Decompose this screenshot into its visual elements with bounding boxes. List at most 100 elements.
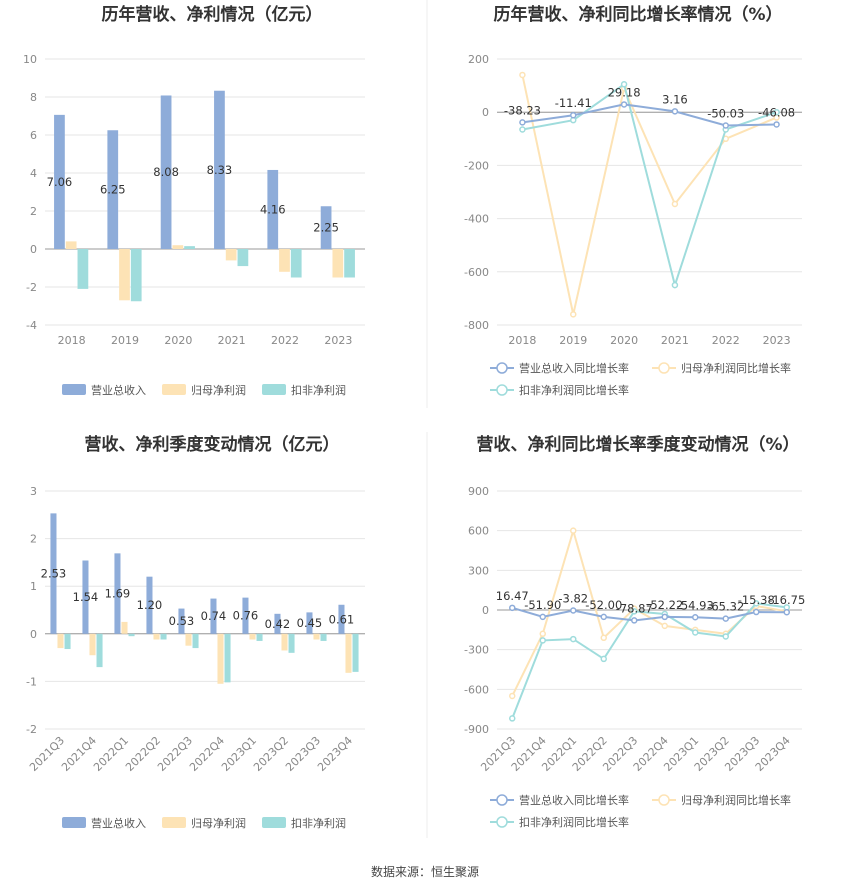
chart3-bar-revenue bbox=[242, 597, 249, 634]
chart1-legend-label: 归母净利润 bbox=[191, 383, 246, 397]
chart4-data-point bbox=[509, 604, 516, 612]
chart2-xtick-label: 2019 bbox=[559, 334, 587, 347]
chart2-growth-data-label: -50.03 bbox=[707, 107, 744, 121]
chart4-legend-marker bbox=[496, 816, 508, 828]
chart3-legend-swatch bbox=[62, 817, 86, 828]
chart2-growth-data-label: -38.23 bbox=[504, 103, 541, 117]
chart2-data-point bbox=[620, 81, 628, 88]
chart2-growth-data-label: -11.41 bbox=[555, 96, 592, 110]
data-source-note: 数据来源：恒生聚源 bbox=[371, 864, 479, 879]
chart4-data-point bbox=[722, 633, 729, 640]
chart1-ytick-label: 6 bbox=[30, 129, 37, 142]
chart3-bar-revenue bbox=[306, 612, 313, 634]
chart3-bar-deducted-profit bbox=[352, 633, 359, 672]
chart2-series-line-revenue-growth bbox=[522, 103, 777, 127]
chart1-ytick-label: 4 bbox=[30, 167, 37, 180]
chart2-data-point bbox=[519, 126, 526, 133]
chart3-bar-deducted-profit bbox=[64, 633, 71, 650]
chart3-bar-revenue bbox=[178, 608, 185, 634]
chart1-bar-deducted-profit bbox=[184, 246, 195, 249]
chart1-title: 历年营收、净利情况（亿元） bbox=[102, 4, 323, 25]
chart4-ytick-label: -600 bbox=[464, 683, 489, 696]
chart3-bar-net-profit bbox=[153, 633, 160, 640]
chart2-data-point bbox=[671, 108, 679, 115]
chart3-bar-deducted-profit bbox=[256, 633, 263, 641]
chart1-bar-revenue bbox=[267, 169, 279, 249]
chart4-growth-data-label: -52.22 bbox=[646, 598, 683, 612]
chart3-bar-revenue bbox=[50, 513, 57, 634]
chart2-growth-data-label: 3.16 bbox=[662, 92, 688, 106]
chart4-growth-data-label: -54.93 bbox=[677, 598, 714, 612]
chart4-data-point bbox=[600, 613, 607, 621]
chart3-bar-revenue bbox=[210, 598, 217, 634]
chart4-data-point bbox=[722, 615, 729, 622]
chart2-growth-data-label: 29.18 bbox=[608, 85, 641, 99]
chart4-data-point bbox=[753, 608, 760, 616]
chart1-xtick-label: 2023 bbox=[324, 334, 352, 347]
chart1-bar-net-profit bbox=[65, 241, 77, 249]
chart1-bar-net-profit bbox=[279, 249, 290, 272]
chart2-data-point bbox=[570, 111, 577, 119]
chart4-legend-label: 扣非净利润同比增长率 bbox=[519, 815, 629, 829]
chart4-legend-marker bbox=[496, 794, 508, 806]
chart3-revenue-data-label: 0.61 bbox=[329, 612, 355, 626]
chart2-legend-marker bbox=[496, 384, 508, 396]
chart4-growth-data-label: -78.87 bbox=[616, 601, 653, 615]
chart1-bar-net-profit bbox=[225, 249, 237, 261]
chart4-ytick-label: -900 bbox=[464, 723, 489, 736]
chart2-xtick-label: 2020 bbox=[610, 334, 638, 347]
chart1-bar-deducted-profit bbox=[237, 249, 249, 267]
chart4-data-point bbox=[753, 600, 760, 607]
chart1-legend-label: 扣非净利润 bbox=[291, 383, 346, 397]
chart3-bar-deducted-profit bbox=[288, 633, 295, 653]
chart3-bar-revenue bbox=[274, 613, 281, 634]
chart1-revenue-data-label: 4.16 bbox=[260, 202, 286, 216]
chart1-legend-label: 营业总收入 bbox=[91, 383, 146, 397]
chart3-bar-net-profit bbox=[57, 633, 64, 649]
annual-growth-rate-line-chart: 200 0 -200 -400 -600 -800 2018 2019 2020 2021 2022… bbox=[464, 53, 802, 397]
chart2-legend-label: 扣非净利润同比增长率 bbox=[519, 383, 629, 397]
chart1-bar-deducted-profit bbox=[344, 249, 355, 278]
chart4-data-point bbox=[509, 715, 516, 722]
chart3-legend-label: 归母净利润 bbox=[191, 816, 246, 830]
chart3-revenue-data-label: 0.76 bbox=[233, 609, 259, 623]
chart4-data-point bbox=[570, 607, 577, 614]
chart3-ytick-label: 1 bbox=[30, 580, 37, 593]
chart3-revenue-data-label: 1.20 bbox=[137, 598, 163, 612]
chart4-growth-data-label: -51.90 bbox=[524, 598, 561, 612]
chart3-legend-swatch bbox=[262, 817, 286, 828]
quarterly-revenue-profit-bar-chart: 3210-1-22021Q32021Q42022Q12022Q22022Q320… bbox=[26, 485, 365, 830]
chart3-revenue-data-label: 0.74 bbox=[201, 609, 227, 623]
chart2-legend-marker bbox=[496, 362, 508, 374]
chart3-ytick-label: -1 bbox=[26, 675, 37, 688]
chart1-xtick-label: 2021 bbox=[218, 334, 246, 347]
chart4-data-point bbox=[570, 635, 577, 643]
chart1-bar-net-profit bbox=[119, 249, 130, 301]
chart3-bar-revenue bbox=[338, 604, 345, 634]
chart3-bar-deducted-profit bbox=[128, 633, 135, 637]
chart3-bar-net-profit bbox=[345, 633, 352, 673]
annual-revenue-profit-bar-chart: 10 8 6 4 2 0 -2 -4 2018 2019 2020 2021 2022 2023 7.06 6… bbox=[23, 53, 365, 397]
chart3-bar-net-profit bbox=[217, 633, 224, 684]
chart2-xtick-label: 2021 bbox=[661, 334, 689, 347]
chart3-bar-revenue bbox=[114, 553, 121, 634]
chart2-series-line-net-profit-growth bbox=[521, 74, 777, 315]
chart3-bar-net-profit bbox=[313, 633, 320, 640]
chart4-data-point bbox=[631, 608, 638, 615]
chart4-legend-label: 归母净利润同比增长率 bbox=[681, 793, 791, 807]
chart1-bar-deducted-profit bbox=[77, 249, 89, 289]
chart2-growth-data-label: -46.08 bbox=[758, 105, 795, 119]
chart3-bar-net-profit bbox=[281, 633, 288, 651]
chart3-bar-net-profit bbox=[249, 633, 256, 640]
chart4-data-point bbox=[692, 629, 699, 636]
chart4-growth-data-label: -65.32 bbox=[707, 600, 744, 614]
chart2-title: 历年营收、净利同比增长率情况（%） bbox=[493, 4, 782, 25]
chart4-legend-label: 营业总收入同比增长率 bbox=[519, 793, 629, 807]
chart4-data-point bbox=[692, 614, 699, 621]
chart1-ytick-label: -4 bbox=[26, 319, 37, 332]
chart2-ytick-label: 0 bbox=[482, 106, 489, 119]
chart2-data-point bbox=[773, 108, 780, 116]
chart2-data-point bbox=[671, 200, 679, 208]
chart4-data-point bbox=[509, 692, 516, 700]
chart4-ytick-label: 900 bbox=[468, 485, 489, 498]
